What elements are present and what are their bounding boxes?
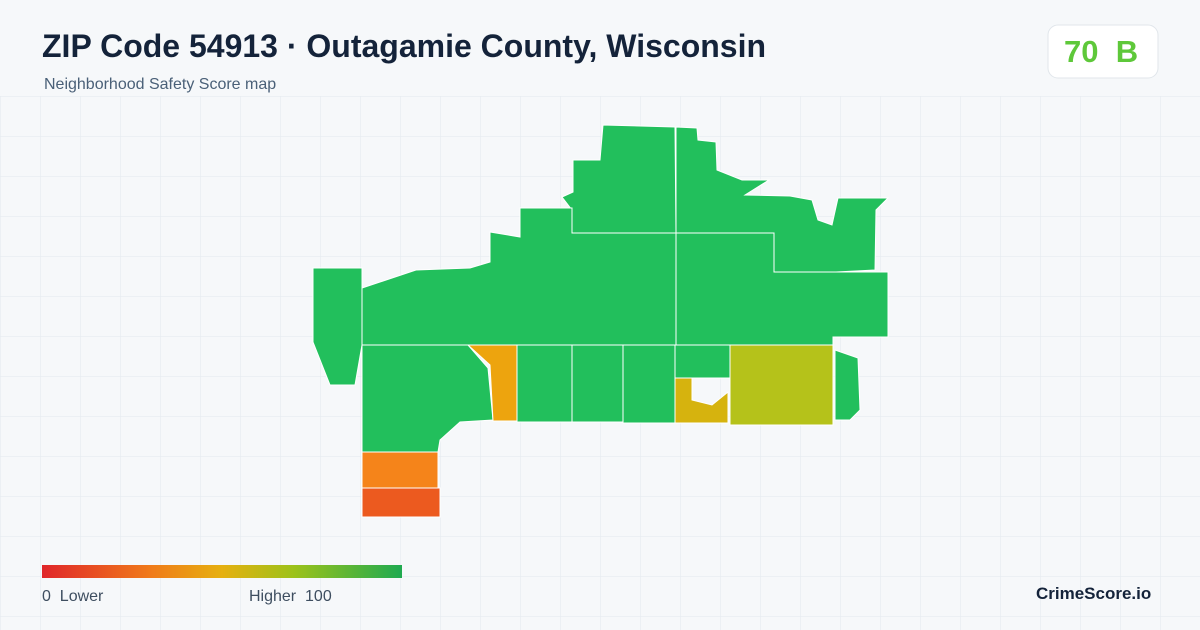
legend-min: 0 <box>42 588 51 605</box>
title: ZIP Code 54913 · Outagamie County, Wisco… <box>42 28 767 64</box>
zone <box>516 344 573 423</box>
score-grade: B <box>1115 34 1139 69</box>
zone <box>622 344 676 424</box>
score: 70 B <box>1064 34 1138 70</box>
zone <box>834 349 861 421</box>
score-badge <box>1047 24 1159 79</box>
legend-high: Higher 100 <box>249 588 332 606</box>
zone <box>571 344 624 423</box>
brand: CrimeScore.io <box>1036 584 1152 603</box>
legend-bar <box>42 565 402 578</box>
zones <box>312 124 890 518</box>
zone <box>466 344 518 422</box>
legend-max-label: Higher <box>249 588 297 605</box>
subtitle: Neighborhood Safety Score map <box>44 76 277 93</box>
zone <box>674 344 731 379</box>
legend-low: 0 Lower <box>42 588 103 606</box>
zone <box>312 267 363 386</box>
legend-min-label: Lower <box>59 588 104 605</box>
zone <box>361 487 441 518</box>
zone <box>674 377 729 424</box>
zone <box>729 344 834 426</box>
score-value: 70 <box>1064 34 1099 69</box>
zone <box>361 451 439 489</box>
legend-max: 100 <box>305 588 332 605</box>
